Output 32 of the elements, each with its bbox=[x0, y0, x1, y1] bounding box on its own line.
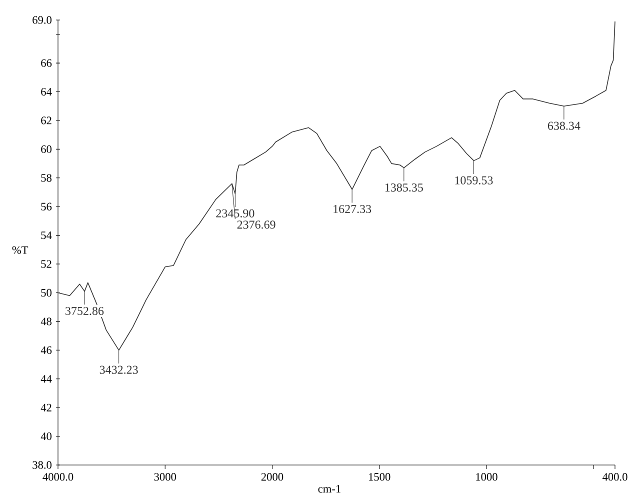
annotation: 638.34 bbox=[548, 122, 580, 130]
x-tick-label: 2000 bbox=[261, 473, 284, 481]
annotation: 3432.23 bbox=[100, 366, 138, 374]
y-tick-label: 48 bbox=[40, 318, 52, 326]
x-tick-label: 3000 bbox=[154, 473, 176, 481]
y-axis-title: %T bbox=[12, 246, 28, 254]
x-axis-title: cm-1 bbox=[318, 485, 340, 493]
annotation: 2345.90 bbox=[216, 209, 254, 218]
y-tick-label: 38.0 bbox=[32, 461, 52, 469]
annotation: 2376.69 bbox=[237, 220, 276, 229]
y-tick-label: 56 bbox=[41, 202, 52, 210]
annotation: 1385.35 bbox=[385, 183, 423, 192]
y-tick-label: 64 bbox=[41, 88, 52, 96]
y-tick-label: 52 bbox=[41, 260, 52, 268]
annotation: 1059.53 bbox=[455, 176, 493, 184]
x-tick-label: 400.0 bbox=[602, 473, 628, 481]
y-tick-label: 66 bbox=[41, 59, 52, 67]
y-tick-label: 46 bbox=[40, 346, 52, 354]
y-tick-label: 62 bbox=[41, 116, 52, 124]
x-tick-label: 1000 bbox=[476, 473, 498, 481]
y-tick-label: 44 bbox=[40, 375, 52, 383]
y-tick-label: 69.0 bbox=[32, 16, 52, 24]
y-tick-label: 50 bbox=[41, 288, 52, 297]
x-tick-label: 4000.0 bbox=[42, 473, 74, 481]
x-tick-label: 1500 bbox=[369, 473, 390, 481]
y-tick-label: 60 bbox=[41, 145, 52, 154]
annotation: 3752.86 bbox=[66, 306, 104, 316]
y-tick-label: 58 bbox=[41, 174, 52, 182]
annotation: 1627.33 bbox=[334, 204, 372, 214]
y-tick-label: 42 bbox=[40, 404, 52, 412]
y-tick-label: 40 bbox=[40, 432, 52, 440]
y-tick-label: 54 bbox=[41, 232, 52, 240]
